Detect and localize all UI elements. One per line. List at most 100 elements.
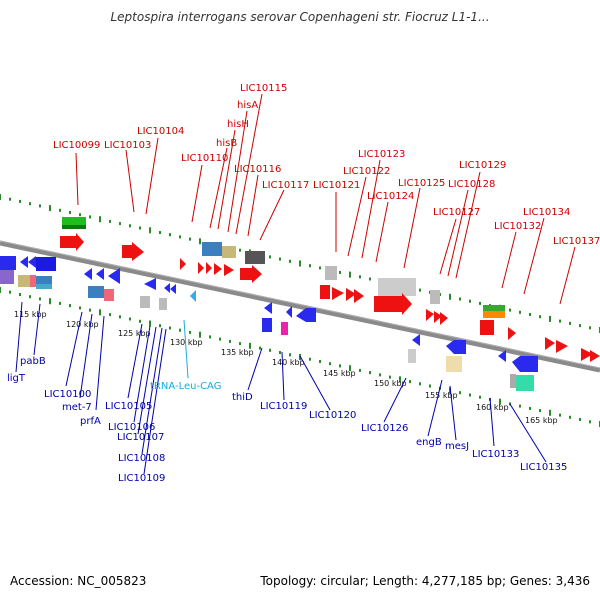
gene-label-LIC10121[interactable]: LIC10121 bbox=[313, 180, 360, 191]
gene-label-thiD[interactable]: thiD bbox=[232, 392, 253, 403]
gene-label-tRNA-Leu-CAG[interactable]: tRNA-Leu-CAG bbox=[150, 381, 221, 392]
gene-label-LIC10129[interactable]: LIC10129 bbox=[459, 160, 506, 171]
gene-label-LIC10107[interactable]: LIC10107 bbox=[117, 432, 164, 443]
upper-tick-mark bbox=[289, 260, 291, 263]
gene-feature[interactable] bbox=[508, 327, 516, 340]
gene-label-LIC10135[interactable]: LIC10135 bbox=[520, 462, 567, 473]
gene-feature[interactable] bbox=[36, 257, 56, 271]
gene-feature[interactable] bbox=[512, 356, 538, 372]
gene-feature[interactable] bbox=[446, 340, 466, 354]
gene-label-LIC10132[interactable]: LIC10132 bbox=[494, 221, 541, 232]
gene-label-LIC10125[interactable]: LIC10125 bbox=[398, 178, 445, 189]
gene-feature[interactable] bbox=[480, 320, 494, 335]
gene-label-LIC10119[interactable]: LIC10119 bbox=[260, 401, 307, 412]
gene-feature[interactable] bbox=[62, 217, 86, 226]
gene-label-met-7[interactable]: met-7 bbox=[62, 402, 92, 413]
gene-feature[interactable] bbox=[198, 262, 222, 275]
gene-feature[interactable] bbox=[224, 264, 234, 276]
gene-feature[interactable] bbox=[325, 266, 337, 280]
gene-feature[interactable] bbox=[483, 311, 505, 318]
gene-label-LIC10123[interactable]: LIC10123 bbox=[358, 149, 405, 160]
lower-tick-mark bbox=[169, 327, 171, 330]
gene-label-LIC10108[interactable]: LIC10108 bbox=[118, 453, 165, 464]
gene-label-hisA[interactable]: hisA bbox=[237, 100, 258, 111]
gene-label-LIC10116[interactable]: LIC10116 bbox=[234, 164, 281, 175]
gene-feature[interactable] bbox=[240, 265, 262, 283]
gene-feature[interactable] bbox=[262, 318, 272, 332]
lower-tick-mark bbox=[379, 373, 381, 376]
scale-label-165: 165 kbp bbox=[525, 416, 558, 425]
gene-feature[interactable] bbox=[122, 242, 144, 261]
gene-feature[interactable] bbox=[18, 275, 30, 287]
gene-feature[interactable] bbox=[0, 270, 14, 284]
gene-feature[interactable] bbox=[408, 349, 416, 363]
gene-feature[interactable] bbox=[190, 290, 196, 302]
gene-label-LIC10117[interactable]: LIC10117 bbox=[262, 180, 309, 191]
gene-label-LIC10103[interactable]: LIC10103 bbox=[104, 140, 151, 151]
gene-feature[interactable] bbox=[36, 284, 52, 289]
gene-feature[interactable] bbox=[30, 275, 36, 287]
gene-label-LIC10128[interactable]: LIC10128 bbox=[448, 179, 495, 190]
gene-label-LIC10134[interactable]: LIC10134 bbox=[523, 207, 570, 218]
gene-label-hisB[interactable]: hisB bbox=[216, 138, 237, 149]
gene-feature[interactable] bbox=[84, 268, 104, 280]
gene-feature[interactable] bbox=[446, 356, 462, 372]
gene-feature[interactable] bbox=[581, 348, 600, 362]
gene-label-LIC10133[interactable]: LIC10133 bbox=[472, 449, 519, 460]
gene-label-LIC10127[interactable]: LIC10127 bbox=[433, 207, 480, 218]
gene-feature[interactable] bbox=[202, 242, 222, 256]
upper-tick-mark bbox=[109, 220, 111, 223]
gene-feature[interactable] bbox=[245, 251, 265, 264]
lower-tick-mark bbox=[19, 293, 21, 296]
gene-feature[interactable] bbox=[545, 337, 568, 353]
gene-feature[interactable] bbox=[320, 285, 356, 301]
gene-feature[interactable] bbox=[378, 278, 416, 296]
gene-label-mesJ[interactable]: mesJ bbox=[445, 441, 469, 452]
gene-label-LIC10122[interactable]: LIC10122 bbox=[343, 166, 390, 177]
gene-feature[interactable] bbox=[159, 298, 167, 310]
gene-feature[interactable] bbox=[281, 322, 288, 335]
gene-feature[interactable] bbox=[412, 334, 420, 346]
gene-feature[interactable] bbox=[108, 268, 120, 284]
gene-label-LIC10105[interactable]: LIC10105 bbox=[105, 401, 152, 412]
gene-feature[interactable] bbox=[88, 286, 104, 298]
gene-feature[interactable] bbox=[483, 305, 505, 311]
lower-tick-mark bbox=[119, 315, 121, 318]
gene-feature[interactable] bbox=[286, 306, 292, 318]
gene-feature[interactable] bbox=[0, 256, 16, 270]
gene-label-LIC10115[interactable]: LIC10115 bbox=[240, 83, 287, 94]
gene-label-LIC10137[interactable]: LIC10137 bbox=[553, 236, 600, 247]
gene-feature[interactable] bbox=[510, 374, 516, 388]
gene-feature[interactable] bbox=[20, 256, 36, 268]
gene-label-LIC10099[interactable]: LIC10099 bbox=[53, 140, 100, 151]
gene-label-pabB[interactable]: pabB bbox=[20, 356, 46, 367]
gene-label-LIC10120[interactable]: LIC10120 bbox=[309, 410, 356, 421]
gene-feature[interactable] bbox=[264, 302, 272, 314]
gene-feature[interactable] bbox=[516, 375, 534, 391]
gene-label-LIC10110[interactable]: LIC10110 bbox=[181, 153, 228, 164]
gene-feature[interactable] bbox=[62, 225, 86, 229]
gene-label-LIC10100[interactable]: LIC10100 bbox=[44, 389, 91, 400]
gene-feature[interactable] bbox=[104, 289, 114, 301]
gene-feature[interactable] bbox=[180, 258, 186, 270]
lower-tick-mark bbox=[0, 287, 1, 293]
gene-label-prfA[interactable]: prfA bbox=[80, 416, 101, 427]
gene-feature[interactable] bbox=[296, 308, 316, 322]
gene-label-ligT[interactable]: ligT bbox=[7, 373, 26, 384]
lower-tick-mark bbox=[189, 331, 191, 334]
gene-feature[interactable] bbox=[430, 290, 440, 304]
gene-feature[interactable] bbox=[426, 309, 448, 325]
gene-label-hisH[interactable]: hisH bbox=[227, 119, 249, 130]
gene-label-LIC10104[interactable]: LIC10104 bbox=[137, 126, 184, 137]
upper-tick-mark bbox=[279, 258, 281, 261]
gene-feature[interactable] bbox=[140, 296, 150, 308]
gene-feature[interactable] bbox=[354, 289, 364, 303]
gene-label-engB[interactable]: engB bbox=[416, 437, 442, 448]
gene-feature[interactable] bbox=[36, 276, 52, 284]
gene-feature[interactable] bbox=[60, 233, 84, 251]
gene-feature[interactable] bbox=[222, 246, 236, 258]
gene-label-LIC10124[interactable]: LIC10124 bbox=[367, 191, 414, 202]
gene-label-LIC10109[interactable]: LIC10109 bbox=[118, 473, 165, 484]
gene-feature[interactable] bbox=[374, 293, 412, 315]
gene-label-LIC10126[interactable]: LIC10126 bbox=[361, 423, 408, 434]
